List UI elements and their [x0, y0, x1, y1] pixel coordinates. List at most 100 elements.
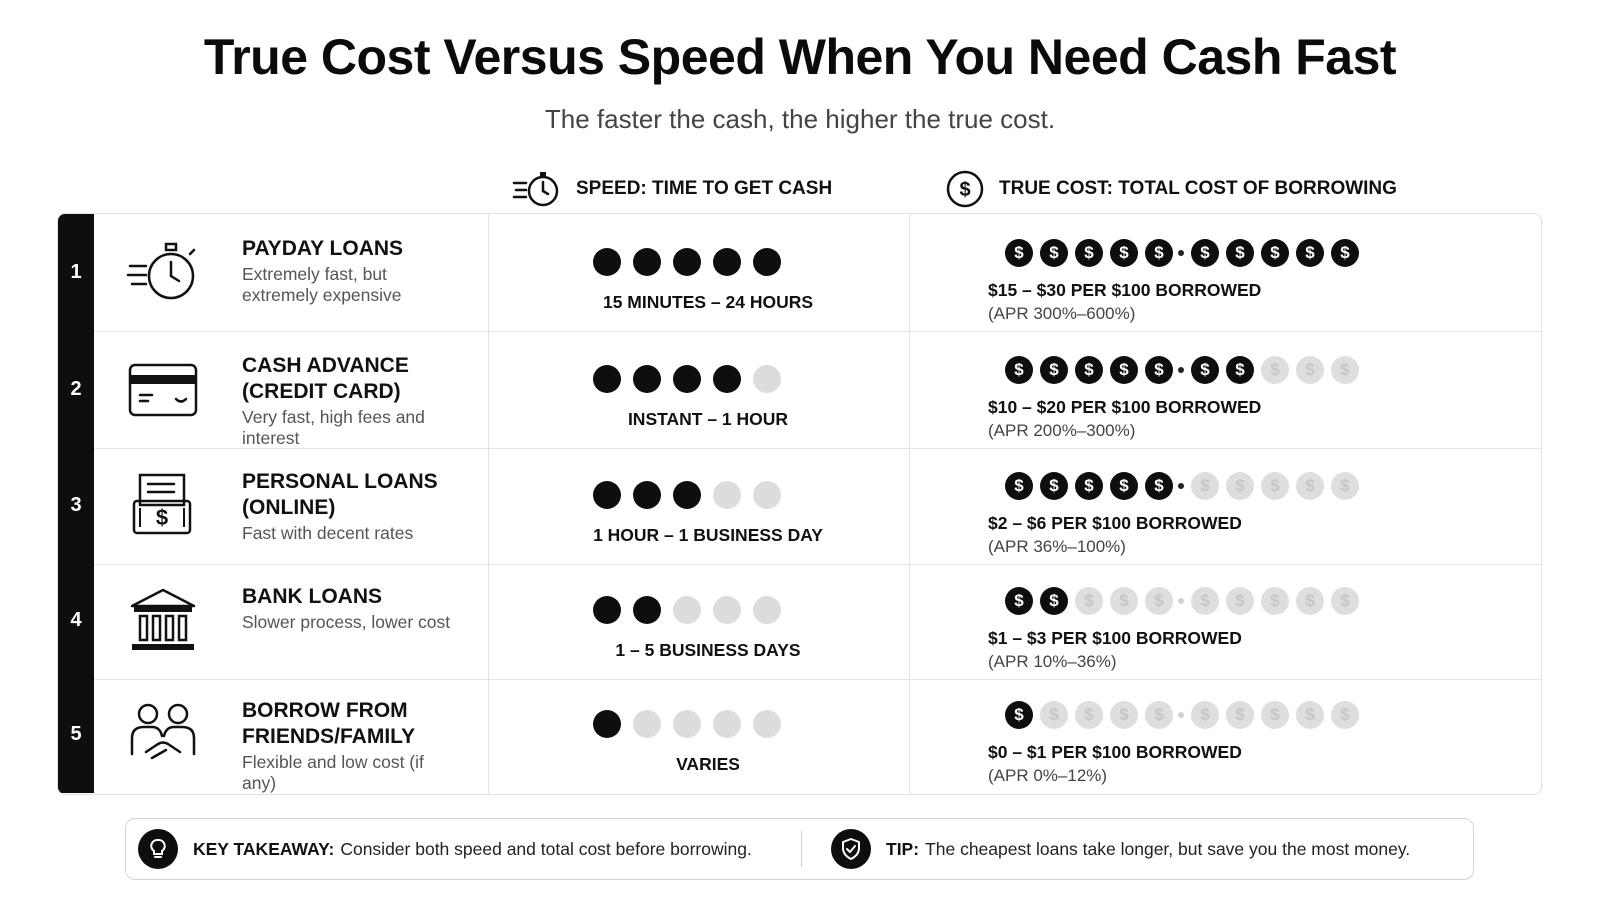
table-row: 5 BORROW FROM FRIENDS/FAMILY Flexible an… — [58, 676, 1541, 793]
cost-coin-filled: $ — [1005, 239, 1033, 267]
cost-coin-filled: $ — [1145, 472, 1173, 500]
speed-dot-filled — [593, 248, 621, 276]
tip-text: The cheapest loans take longer, but save… — [925, 838, 1411, 859]
key-takeaway: KEY TAKEAWAY: Consider both speed and to… — [138, 819, 752, 879]
loan-type-name: BORROW FROM FRIENDS/FAMILY — [242, 699, 416, 748]
tip-label: TIP: — [886, 838, 920, 859]
cost-coin-filled: $ — [1005, 701, 1033, 729]
speed-dot-filled — [673, 481, 701, 509]
footer-callout: KEY TAKEAWAY: Consider both speed and to… — [125, 818, 1474, 880]
stopwatch-icon — [512, 172, 559, 207]
speed-dot-filled — [633, 365, 661, 393]
speed-column-label: SPEED: TIME TO GET CASH — [576, 178, 833, 199]
cost-coin-filled: $ — [1191, 239, 1219, 267]
loan-type-description: Fast with decent rates — [242, 523, 414, 543]
cost-coin-filled: $ — [1226, 356, 1254, 384]
cost-label: $10 – $20 PER $100 BORROWED — [988, 397, 1262, 417]
cost-column-label: TRUE COST: TOTAL COST OF BORROWING — [999, 178, 1397, 199]
cost-coin-filled: $ — [1040, 587, 1068, 615]
cost-coin-empty: $ — [1261, 701, 1289, 729]
cost-label: $15 – $30 PER $100 BORROWED — [988, 280, 1262, 300]
speed-rating — [593, 365, 793, 395]
cost-coin-filled: $ — [1110, 356, 1138, 384]
page-subtitle: The faster the cash, the higher the true… — [544, 104, 1056, 134]
coin-separator — [1178, 712, 1184, 718]
speed-dot-empty — [673, 710, 701, 738]
apr-range: (APR 0%–12%) — [988, 766, 1108, 785]
cost-coin-empty: $ — [1075, 587, 1103, 615]
cost-coin-filled: $ — [1145, 356, 1173, 384]
speed-label: VARIES — [676, 754, 740, 774]
lightbulb-icon — [150, 838, 166, 858]
speed-label: 15 MINUTES – 24 HOURS — [602, 292, 814, 312]
speed-dot-filled — [673, 248, 701, 276]
apr-range: (APR 36%–100%) — [988, 537, 1126, 556]
cost-coin-empty: $ — [1191, 472, 1219, 500]
apr-range: (APR 300%–600%) — [988, 304, 1136, 323]
dollar-circle-icon: $ — [946, 170, 984, 208]
table-row: 1 PAYDAY LOANS Extremely fast, but extre… — [58, 214, 1541, 332]
loan-type-description: Very fast, high fees and interest — [242, 407, 425, 448]
speed-label: 1 HOUR – 1 BUSINESS DAY — [593, 525, 823, 545]
speed-dot-empty — [713, 596, 741, 624]
cost-coin-filled: $ — [1226, 239, 1254, 267]
speed-dot-filled — [633, 481, 661, 509]
cost-coin-filled: $ — [1331, 239, 1359, 267]
loan-type-description: Extremely fast, but extremely expensive — [242, 264, 402, 305]
speed-label: 1 – 5 BUSINESS DAYS — [615, 640, 801, 660]
cost-coin-empty: $ — [1226, 472, 1254, 500]
cost-coin-filled: $ — [1075, 239, 1103, 267]
cost-label: $2 – $6 PER $100 BORROWED — [988, 513, 1242, 533]
speed-rating — [593, 710, 793, 740]
cost-coin-empty: $ — [1075, 701, 1103, 729]
cost-coin-filled: $ — [1145, 239, 1173, 267]
speed-dot-filled — [633, 248, 661, 276]
takeaway-text: Consider both speed and total cost befor… — [340, 838, 752, 859]
cost-coin-empty: $ — [1331, 356, 1359, 384]
svg-text:$: $ — [156, 505, 168, 530]
cost-coin-filled: $ — [1261, 239, 1289, 267]
cost-label: $0 – $1 PER $100 BORROWED — [988, 742, 1242, 762]
cost-coin-empty: $ — [1191, 701, 1219, 729]
row-rank: 2 — [58, 331, 94, 448]
cost-coin-empty: $ — [1145, 587, 1173, 615]
loan-type-name: BANK LOANS — [242, 585, 382, 608]
page-title: True Cost Versus Speed When You Need Cas… — [203, 29, 1397, 85]
coin-separator — [1178, 367, 1184, 373]
speed-dot-filled — [593, 365, 621, 393]
cost-coin-empty: $ — [1296, 701, 1324, 729]
svg-text:$: $ — [959, 179, 970, 201]
cost-coin-filled: $ — [1110, 239, 1138, 267]
cost-coin-filled: $ — [1075, 356, 1103, 384]
row-rank: 1 — [58, 214, 94, 331]
friends-handshake-icon — [130, 703, 196, 760]
speed-dot-filled — [593, 596, 621, 624]
loan-type-description: Slower process, lower cost — [242, 612, 451, 632]
cost-coin-empty: $ — [1296, 587, 1324, 615]
cost-coin-empty: $ — [1040, 701, 1068, 729]
speed-dot-filled — [593, 710, 621, 738]
cost-rating: $ $ $ $ $ $ $ $ $ $ — [1005, 586, 1366, 616]
loan-type-name: CASH ADVANCE (CREDIT CARD) — [242, 354, 409, 403]
speed-dot-empty — [633, 710, 661, 738]
cost-column-header: $ TRUE COST: TOTAL COST OF BORROWING — [945, 167, 1397, 211]
cost-coin-empty: $ — [1226, 587, 1254, 615]
cost-rating: $ $ $ $ $ $ $ $ $ $ — [1005, 471, 1366, 501]
coin-separator — [1178, 250, 1184, 256]
speed-dot-filled — [673, 365, 701, 393]
cost-rating: $ $ $ $ $ $ $ $ $ $ — [1005, 238, 1366, 268]
loan-document-icon: $ — [132, 473, 192, 535]
speed-rating — [593, 481, 793, 511]
speed-dot-empty — [753, 365, 781, 393]
loan-type-name: PAYDAY LOANS — [242, 237, 404, 260]
speed-column-header: SPEED: TIME TO GET CASH — [512, 167, 832, 211]
cost-coin-filled: $ — [1040, 472, 1068, 500]
cost-coin-empty: $ — [1331, 587, 1359, 615]
speed-rating — [593, 248, 793, 278]
cost-label: $1 – $3 PER $100 BORROWED — [988, 628, 1242, 648]
cost-coin-filled: $ — [1296, 239, 1324, 267]
cost-coin-filled: $ — [1040, 239, 1068, 267]
row-rank: 4 — [58, 562, 94, 679]
cost-coin-empty: $ — [1261, 587, 1289, 615]
speed-dot-empty — [713, 710, 741, 738]
